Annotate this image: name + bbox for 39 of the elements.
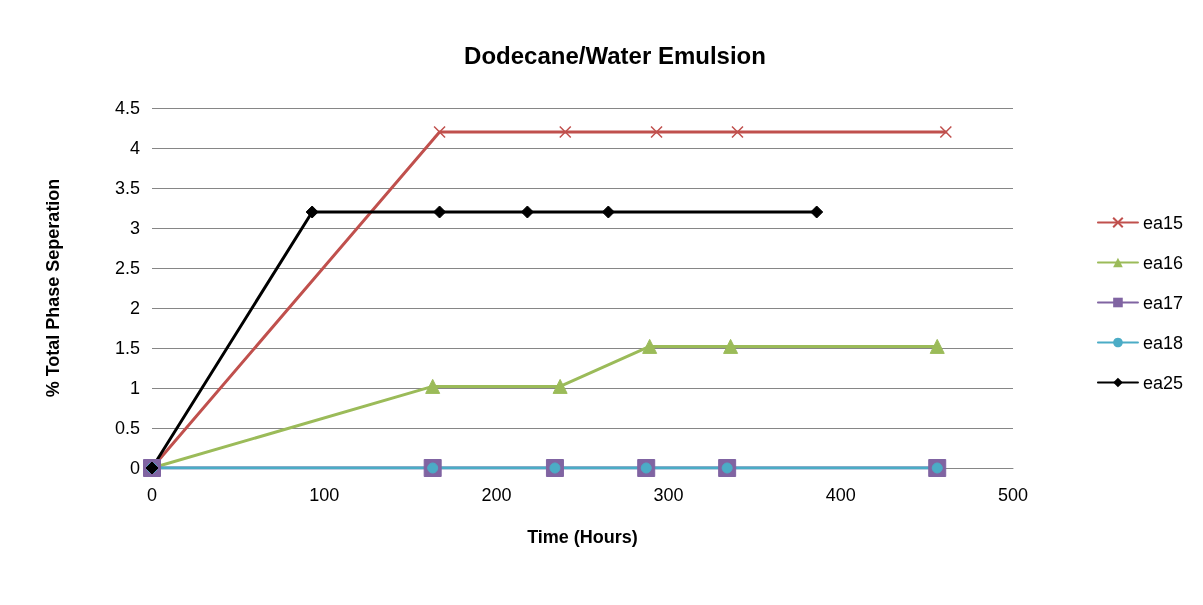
x-axis-title: Time (Hours) xyxy=(527,527,638,547)
point xyxy=(305,205,319,219)
point xyxy=(929,338,945,354)
x-tick-label: 100 xyxy=(309,485,340,505)
y-tick-label: 3.5 xyxy=(114,178,140,198)
y-tick-label: 2.5 xyxy=(114,258,140,278)
y-tick-label: 0.5 xyxy=(114,418,140,438)
point xyxy=(520,205,534,219)
y-tick-label: 4.5 xyxy=(114,98,140,118)
y-axis-title: % Total Phase Seperation xyxy=(43,178,63,398)
point xyxy=(433,205,447,219)
point xyxy=(810,205,824,219)
legend-label: ea18 xyxy=(1142,332,1183,353)
point xyxy=(650,125,663,139)
y-tick-label: 2 xyxy=(129,298,140,318)
point xyxy=(433,125,446,139)
y-tick-label: 0 xyxy=(129,458,140,478)
legend-label: ea15 xyxy=(1142,212,1183,233)
legend-label: ea16 xyxy=(1142,252,1183,273)
point xyxy=(642,338,658,354)
point xyxy=(601,205,615,219)
point xyxy=(731,125,744,139)
point xyxy=(723,338,739,354)
x-tick-label: 300 xyxy=(653,485,684,505)
legend-label: ea17 xyxy=(1142,292,1183,313)
x-tick-label: 400 xyxy=(825,485,856,505)
y-tick-label: 3 xyxy=(129,218,140,238)
y-tick-label: 4 xyxy=(129,138,140,158)
point xyxy=(425,378,441,394)
point xyxy=(559,125,572,139)
point xyxy=(939,125,953,139)
x-tick-label: 200 xyxy=(481,485,512,505)
legend-label: ea25 xyxy=(1142,372,1183,393)
x-tick-label: 0 xyxy=(146,485,158,505)
chart-title: Dodecane/Water Emulsion xyxy=(464,41,766,69)
y-tick-label: 1.5 xyxy=(114,338,140,358)
point xyxy=(552,378,568,394)
y-tick-label: 1 xyxy=(129,378,140,398)
x-tick-label: 500 xyxy=(997,485,1029,505)
